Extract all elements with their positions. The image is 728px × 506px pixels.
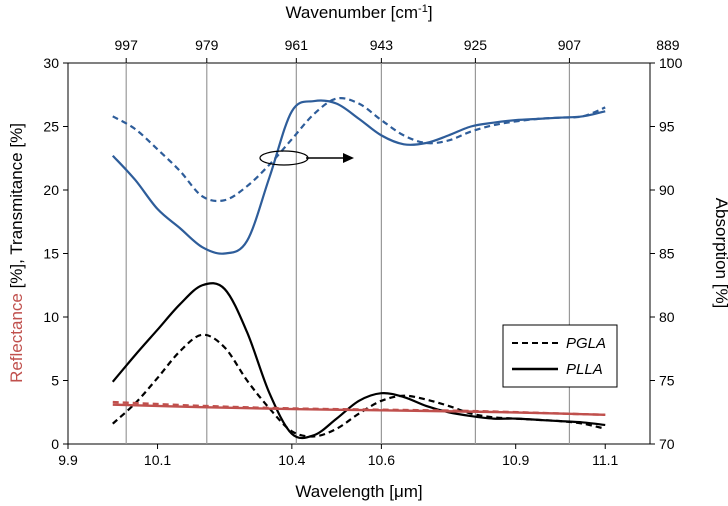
ticks: 9.9 10.1 10.4 10.6 10.9 11.1 997 979 961 943 925 90… [43, 37, 682, 468]
y-tick-label: 20 [43, 182, 59, 198]
y-axis-title-part-reflectance: Reflectance [7, 293, 26, 383]
y-tick-label: 25 [43, 119, 59, 135]
x-tick-label: 10.4 [278, 452, 305, 468]
annotation-ellipse [259, 150, 309, 166]
series-line-1 [111, 99, 606, 255]
y-tick-label: 10 [43, 309, 59, 325]
x-tick-label: 9.9 [58, 452, 78, 468]
x-tick-label: 10.1 [144, 452, 171, 468]
y2-tick-label: 85 [659, 246, 675, 262]
x-tick-label: 11.1 [592, 452, 618, 468]
y-axis-title-part-rest: [%], Transmitance [%] [7, 123, 26, 293]
x-tick-label: 10.9 [502, 452, 529, 468]
legend: PGLA PLLA [502, 324, 618, 388]
series-line-0 [112, 97, 606, 203]
arrow-right-icon [343, 153, 354, 163]
series-line-3 [111, 282, 606, 440]
x2-axis-title: Wavenumber [cm-1] [285, 3, 432, 22]
y2-tick-label: 100 [659, 55, 683, 71]
x2-tick-label: 979 [195, 37, 219, 53]
x2-tick-label: 943 [370, 37, 394, 53]
y2-tick-label: 90 [659, 182, 675, 198]
y2-tick-label: 75 [659, 373, 675, 389]
annotation-callout [259, 150, 354, 166]
x-tick-label: 10.6 [368, 452, 395, 468]
y-tick-label: 30 [43, 55, 59, 71]
y-tick-label: 5 [51, 373, 59, 389]
series-layer [111, 97, 606, 440]
x2-axis-title-close: ] [428, 3, 433, 22]
y-axis-title: Reflectance [%], Transmitance [%] [7, 123, 26, 383]
y2-axis-title: Absorption [%] [712, 198, 728, 309]
y2-tick-label: 70 [659, 436, 675, 452]
y2-tick-label: 95 [659, 119, 675, 135]
x2-tick-label: 961 [285, 37, 309, 53]
x2-tick-label: 925 [464, 37, 488, 53]
x2-tick-label: 907 [558, 37, 582, 53]
y-tick-label: 0 [51, 436, 59, 452]
legend-label-pgla: PGLA [566, 335, 606, 352]
legend-label-plla: PLLA [566, 361, 603, 378]
series-line-5 [112, 403, 606, 416]
x2-axis-title-sup: -1 [418, 3, 428, 15]
y-tick-label: 15 [43, 246, 59, 262]
x2-tick-label: 889 [656, 37, 680, 53]
legend-box [502, 324, 618, 388]
y2-tick-label: 80 [659, 309, 675, 325]
x-axis-title: Wavelength [μm] [295, 482, 422, 501]
x2-tick-label: 997 [115, 37, 139, 53]
